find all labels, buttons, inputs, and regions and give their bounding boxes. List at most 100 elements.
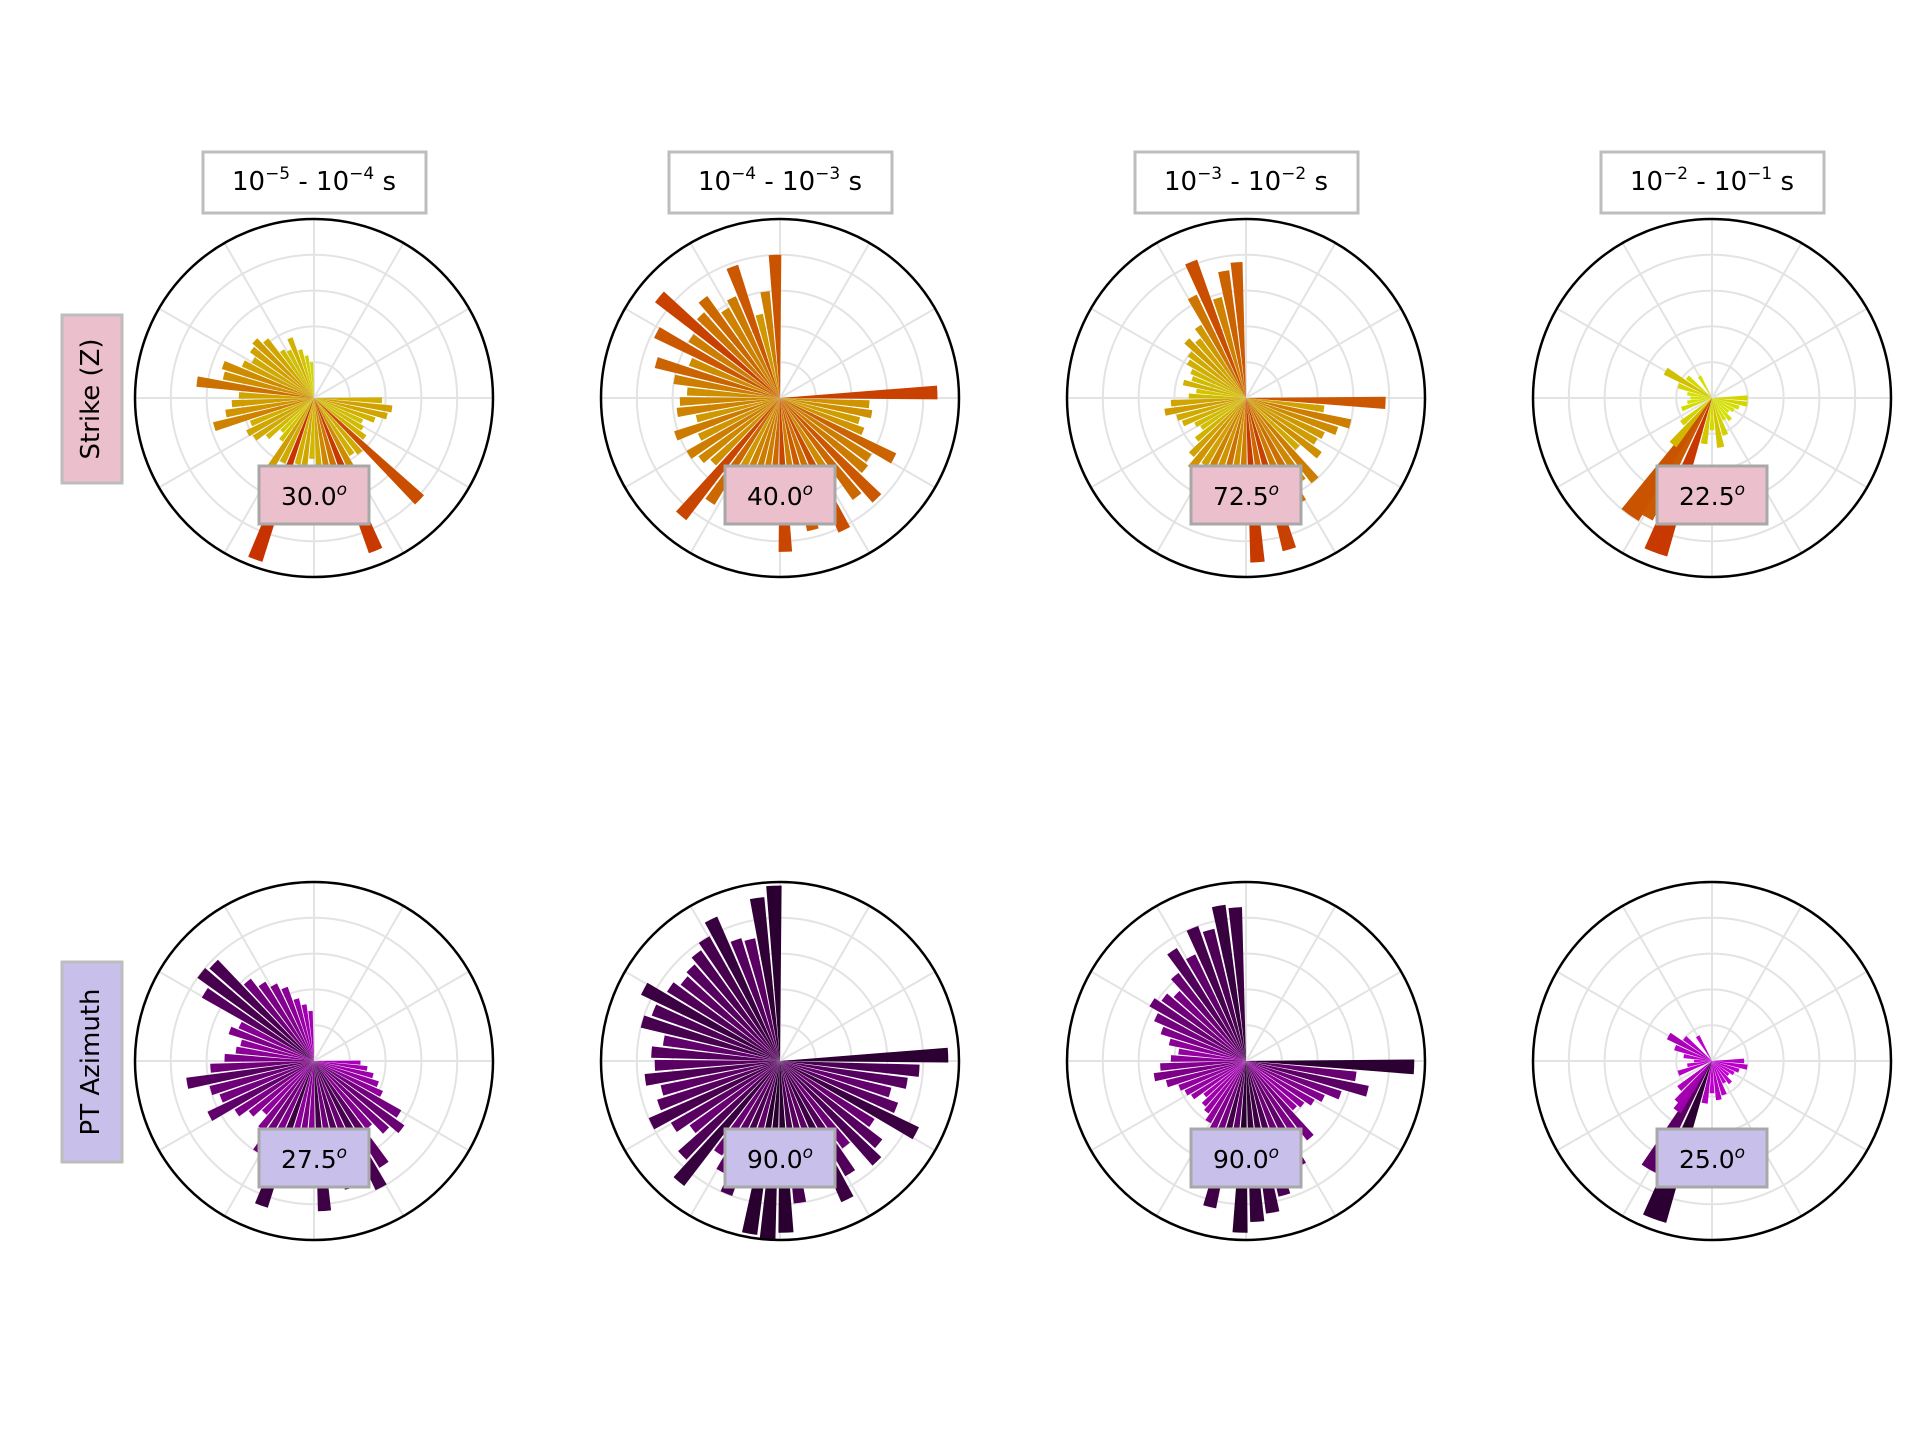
- rose-bar: [314, 1061, 390, 1134]
- rose-bar: [760, 291, 780, 398]
- rose-bar: [680, 976, 780, 1061]
- rose-bar: [780, 398, 865, 436]
- rose-bar: [641, 982, 780, 1061]
- rose-bar: [1167, 948, 1246, 1061]
- grid-spoke: [779, 307, 936, 399]
- rose-bar: [1246, 398, 1325, 439]
- rose-bar: [1211, 398, 1246, 484]
- rose-bar: [1246, 1061, 1297, 1111]
- rose-panel-pt-azimuth-3: 90.0o: [1065, 880, 1427, 1242]
- rose-bar: [238, 392, 314, 399]
- median-label: 27.5o: [281, 1143, 347, 1174]
- rose-bar: [219, 1061, 314, 1103]
- svg-text:10−4 - 10−3 s: 10−4 - 10−3 s: [698, 164, 862, 197]
- rose-bar: [1246, 398, 1300, 450]
- rose-bar: [314, 398, 355, 456]
- rose-bar: [246, 398, 314, 437]
- rose-bar: [1170, 398, 1246, 407]
- svg-text:10−5 - 10−4 s: 10−5 - 10−4 s: [232, 164, 396, 197]
- grid-spoke: [313, 242, 405, 399]
- rose-bar: [1186, 359, 1246, 398]
- rose-bar: [640, 1015, 780, 1061]
- rose-bar: [1194, 398, 1246, 442]
- rose-bar: [1202, 928, 1246, 1061]
- rose-bar: [1154, 1013, 1246, 1061]
- rose-bar: [1246, 398, 1339, 435]
- rose-bar: [780, 398, 861, 425]
- polar-frame: [1065, 217, 1427, 579]
- rose-bar: [1687, 391, 1712, 398]
- rose-bar: [1677, 1061, 1712, 1076]
- rose-bar: [222, 371, 314, 398]
- rose-bar: [780, 398, 872, 462]
- rose-panel-strike-2: 40.0o: [599, 217, 961, 579]
- rose-bar: [691, 950, 780, 1061]
- rose-bar: [1171, 972, 1246, 1061]
- rose-bar: [1218, 270, 1246, 398]
- rose-bar: [678, 1061, 780, 1160]
- rose-bar: [1196, 388, 1246, 398]
- rose-bar: [1201, 1061, 1246, 1107]
- rose-bar: [1178, 1048, 1246, 1061]
- grid-spoke: [1556, 1060, 1713, 1152]
- rose-bar: [263, 338, 314, 398]
- rose-bar: [314, 398, 393, 413]
- rose-bar: [1203, 1061, 1246, 1098]
- grid-spoke: [313, 307, 470, 399]
- polar-frame: [1531, 217, 1893, 579]
- rose-bar: [243, 978, 314, 1061]
- grid-spoke: [1711, 397, 1868, 489]
- row-label-strike: Strike (Z): [60, 313, 124, 485]
- rose-bar: [687, 387, 780, 398]
- rose-bar: [726, 264, 780, 398]
- rose-bar: [674, 398, 780, 441]
- rose-bar: [252, 398, 314, 441]
- rose-bar: [780, 1061, 883, 1149]
- median-label: 40.0o: [747, 480, 813, 511]
- rose-bar: [1230, 262, 1246, 398]
- rose-bar: [1712, 1061, 1722, 1101]
- grid-spoke: [1556, 397, 1713, 489]
- rose-bar: [1677, 383, 1712, 398]
- rose-bar: [238, 1021, 314, 1061]
- rose-bar: [186, 1061, 314, 1089]
- rose-bar: [657, 1061, 780, 1111]
- rose-bar: [780, 398, 873, 419]
- rose-bar: [308, 1010, 314, 1061]
- rose-bar: [249, 346, 314, 398]
- rose-bar: [1184, 1061, 1246, 1096]
- rose-bar: [1694, 1059, 1712, 1063]
- rose-bar: [744, 938, 780, 1061]
- rose-bar: [1712, 1061, 1732, 1085]
- rose-bar: [1204, 1061, 1246, 1114]
- rose-bar: [279, 398, 314, 442]
- rose-bar: [667, 982, 780, 1061]
- median-label-box: [1655, 1127, 1769, 1189]
- rose-bar: [780, 1061, 920, 1077]
- rose-bar: [1700, 398, 1712, 445]
- rose-bar: [1712, 398, 1748, 407]
- polar-frame: [1531, 880, 1893, 1242]
- rose-bar: [293, 998, 314, 1061]
- rose-bar: [228, 1026, 314, 1061]
- svg-text:PT Azimuth: PT Azimuth: [76, 989, 106, 1136]
- rose-bar: [1681, 398, 1712, 412]
- rose-bar: [314, 398, 388, 420]
- rose-bar: [780, 1061, 919, 1140]
- column-title-4: 10−2 - 10−1 s: [1599, 150, 1826, 215]
- rose-bar: [1712, 398, 1740, 410]
- rose-bar: [1712, 398, 1725, 448]
- rose-bar: [1205, 1061, 1246, 1124]
- rose-bar: [780, 1047, 949, 1063]
- rose-bar: [240, 1039, 314, 1061]
- rose-bar: [644, 1061, 780, 1086]
- rose-bar: [314, 1061, 379, 1088]
- row-label-pt-azimuth: PT Azimuth: [60, 960, 124, 1164]
- rose-bar: [1685, 375, 1712, 398]
- rose-bar: [1712, 398, 1729, 436]
- rose-bar: [1187, 351, 1246, 398]
- median-label: 90.0o: [1213, 1143, 1279, 1174]
- rose-bar: [197, 968, 314, 1061]
- rose-panel-strike-3: 72.5o: [1065, 217, 1427, 579]
